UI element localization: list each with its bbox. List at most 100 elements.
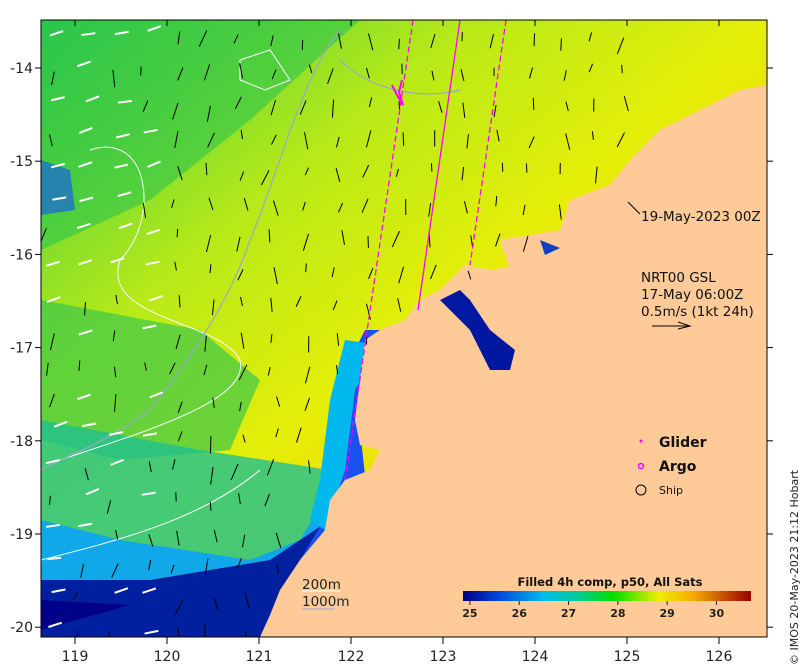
current-vector: [272, 200, 279, 216]
colorbar-tick-label: 30: [709, 607, 725, 620]
current-vector: [565, 133, 571, 150]
ship-marker-icon: [635, 484, 647, 496]
current-vector: [397, 298, 402, 312]
current-vector: [460, 69, 465, 82]
current-vector: [270, 99, 277, 116]
current-vector: [431, 70, 435, 81]
current-vector: [304, 132, 309, 150]
current-vector: [208, 197, 214, 210]
current-vector: [149, 391, 164, 399]
current-vector: [45, 459, 60, 465]
current-vector: [142, 587, 157, 594]
current-vector: [304, 167, 309, 176]
lat-tick-label: -16: [10, 247, 33, 263]
current-vector: [49, 495, 51, 506]
current-vector: [177, 166, 183, 181]
lat-tick-label: -15: [10, 154, 33, 170]
current-vector: [270, 297, 273, 312]
lon-tick-label: 120: [154, 649, 181, 665]
contour-200m: [59, 146, 242, 461]
current-vector: [308, 64, 313, 74]
timestamp-label: 19-May-2023 00Z: [641, 209, 761, 225]
current-vector: [148, 295, 163, 302]
current-vector: [78, 161, 93, 168]
argo-float-tracks: [344, 20, 507, 481]
legend-argo: Argo: [659, 459, 697, 475]
current-vector: [49, 134, 53, 147]
current-vector: [243, 198, 249, 211]
current-vector: [398, 266, 405, 284]
current-vector: [117, 99, 133, 104]
current-vector: [114, 30, 129, 36]
colorbar-title: Filled 4h comp, p50, All Sats: [518, 575, 703, 589]
current-vector: [268, 229, 271, 243]
current-vector: [110, 458, 124, 466]
credit-label: © IMOS 20-May-2023 21:12 Hobart: [788, 469, 801, 665]
current-vector: [107, 632, 110, 637]
lon-tick-label: 121: [246, 649, 273, 665]
current-vector: [178, 295, 181, 308]
current-vector: [337, 33, 342, 49]
colorbar: Filled 4h comp, p50, All Sats 25 26 27 28 29…: [462, 575, 751, 620]
current-vector: [110, 257, 125, 264]
argo-marker-icon: [637, 462, 645, 470]
current-vector: [495, 233, 501, 247]
current-vector: [271, 134, 277, 145]
current-vector: [402, 132, 405, 146]
current-vector: [80, 564, 85, 578]
colorbar-tick-label: 26: [512, 607, 528, 620]
current-vector: [45, 260, 60, 267]
current-vector: [176, 530, 180, 546]
current-vectors: [41, 25, 629, 637]
current-vector: [112, 330, 116, 342]
current-vector: [275, 428, 279, 438]
current-vector: [212, 397, 215, 408]
current-vector: [46, 362, 49, 376]
current-vector: [341, 230, 345, 245]
current-vector: [463, 201, 468, 214]
current-vector: [78, 360, 81, 371]
current-vector: [78, 522, 93, 528]
glider-marker-icon: [639, 439, 643, 443]
current-vector: [176, 228, 179, 238]
current-vector: [276, 563, 280, 575]
current-vector: [73, 591, 79, 601]
current-vector: [141, 491, 156, 496]
current-vector: [41, 227, 47, 242]
legend-200m: 200m: [302, 577, 341, 593]
current-vector: [50, 96, 65, 102]
current-vector: [337, 202, 344, 213]
current-vector: [304, 397, 311, 411]
current-vector: [84, 467, 89, 481]
current-vector: [113, 366, 117, 378]
current-vector: [588, 63, 594, 73]
current-vector: [270, 35, 274, 47]
current-vector: [147, 160, 161, 168]
current-vector: [76, 393, 91, 401]
current-vector: [76, 222, 91, 230]
current-vector: [174, 131, 179, 148]
current-vector: [47, 556, 62, 561]
current-vector: [304, 366, 311, 384]
current-vector: [239, 401, 242, 412]
current-vector: [236, 236, 241, 252]
current-vector: [76, 60, 91, 68]
current-vector: [142, 100, 149, 112]
glider-track: [391, 79, 404, 106]
legend-glider: Glider: [659, 435, 707, 451]
current-vector: [327, 68, 334, 84]
current-vector: [171, 199, 175, 208]
current-vector: [172, 458, 176, 470]
current-vector: [271, 69, 277, 80]
current-vector: [588, 32, 593, 42]
current-vector: [362, 164, 370, 178]
lon-tick-label: 123: [430, 649, 457, 665]
current-vector: [177, 31, 181, 45]
current-vector: [213, 597, 219, 611]
current-vector: [438, 101, 443, 113]
current-vector: [616, 132, 625, 148]
current-vector: [528, 136, 535, 149]
current-vector: [114, 587, 129, 594]
current-vector: [144, 362, 147, 371]
